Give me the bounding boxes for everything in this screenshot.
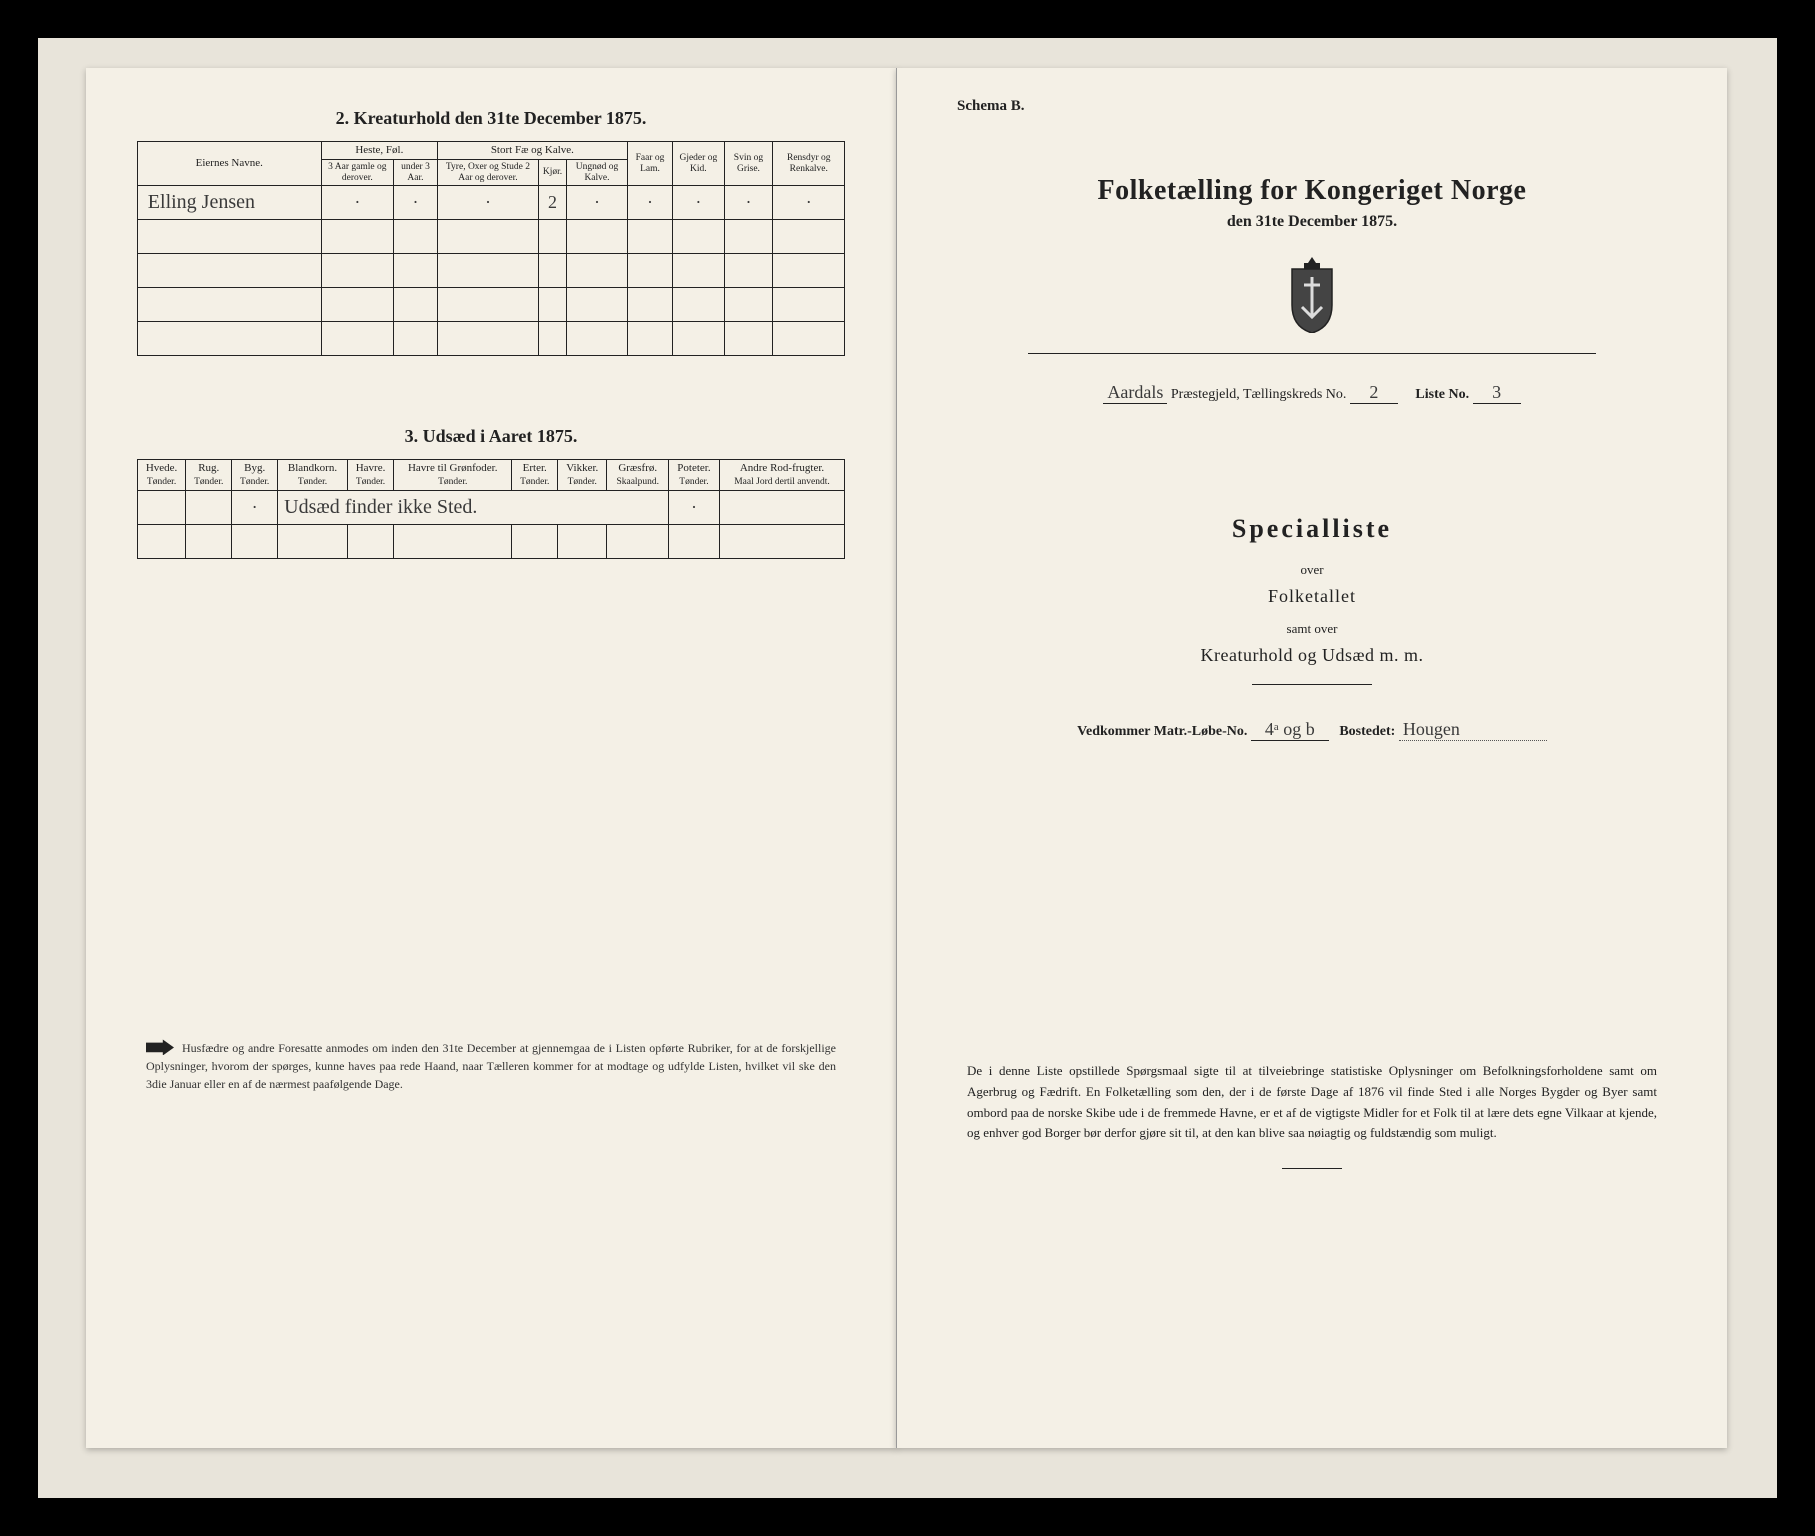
table-row: [137, 254, 844, 288]
cell: ·: [724, 186, 773, 220]
right-page: Schema B. Folketælling for Kongeriget No…: [896, 68, 1727, 1448]
divider: [1028, 353, 1596, 354]
cell: ·: [627, 186, 672, 220]
col-sf-a: Tyre, Oxer og Stude 2 Aar og derover.: [437, 160, 538, 186]
col: Blandkorn.Tønder.: [278, 460, 348, 491]
col-gjeder: Gjeder og Kid.: [673, 142, 724, 186]
col: Havre til Grønfoder.Tønder.: [394, 460, 512, 491]
cell: ·: [773, 186, 845, 220]
col: Erter.Tønder.: [512, 460, 558, 491]
col: Byg.Tønder.: [232, 460, 278, 491]
kreds-no: 2: [1350, 382, 1398, 404]
table-kreaturhold: Eiernes Navne. Heste, Føl. Stort Fæ og K…: [137, 141, 845, 356]
col: Græsfrø.Skaalpund.: [607, 460, 669, 491]
table-udsaed: Hvede.Tønder. Rug.Tønder. Byg.Tønder. Bl…: [137, 459, 845, 559]
vedkommer-line: Vedkommer Matr.-Løbe-No. 4ᵃ og b Bostede…: [957, 719, 1667, 741]
udsaed-note: Udsæd finder ikke Sted.: [278, 491, 669, 525]
col-faar: Faar og Lam.: [627, 142, 672, 186]
col-owners: Eiernes Navne.: [137, 142, 321, 186]
cell: ·: [321, 186, 393, 220]
pointer-icon: [146, 1039, 174, 1055]
left-footnote: Husfædre og andre Foresatte anmodes om i…: [146, 1039, 836, 1093]
section-2-title: 2. Kreaturhold den 31te December 1875.: [106, 108, 876, 129]
table-row: [137, 288, 844, 322]
section-3-title: 3. Udsæd i Aaret 1875.: [106, 426, 876, 447]
samt-over-label: samt over: [957, 621, 1667, 637]
table-row: · Udsæd finder ikke Sted. ·: [137, 491, 844, 525]
specialliste-title: Specialliste: [957, 514, 1667, 544]
col: Poteter.Tønder.: [669, 460, 720, 491]
cell: ·: [393, 186, 437, 220]
coat-of-arms-icon: [1282, 257, 1342, 333]
table-row: [137, 220, 844, 254]
liste-no: 3: [1473, 382, 1521, 404]
over-label: over: [957, 562, 1667, 578]
table-row: Elling Jensen · · · 2 · · · · ·: [137, 186, 844, 220]
col: Andre Rod-frugter.Maal Jord dertil anven…: [719, 460, 844, 491]
cell: ·: [673, 186, 724, 220]
col-heste-a: 3 Aar gamle og derover.: [321, 160, 393, 186]
colgroup-stortfae: Stort Fæ og Kalve.: [437, 142, 627, 160]
col: Vikker.Tønder.: [558, 460, 607, 491]
kreatur-label: Kreaturhold og Udsæd m. m.: [957, 645, 1667, 666]
col: Havre.Tønder.: [347, 460, 393, 491]
bostedet-name: Hougen: [1399, 719, 1547, 741]
table-row: [137, 322, 844, 356]
divider: [1282, 1168, 1342, 1169]
table-header-row: Hvede.Tønder. Rug.Tønder. Byg.Tønder. Bl…: [137, 460, 844, 491]
col-sf-c: Ungnød og Kalve.: [567, 160, 628, 186]
cell: ·: [437, 186, 538, 220]
colgroup-heste: Heste, Føl.: [321, 142, 437, 160]
schema-label: Schema B.: [957, 98, 1667, 115]
col-sf-b: Kjør.: [538, 160, 566, 186]
col-heste-b: under 3 Aar.: [393, 160, 437, 186]
right-footnote: De i denne Liste opstillede Spørgsmaal s…: [967, 1061, 1657, 1144]
census-title: Folketælling for Kongeriget Norge: [957, 175, 1667, 207]
owner-name: Elling Jensen: [137, 186, 321, 220]
table-row: [137, 525, 844, 559]
scan-background: 2. Kreaturhold den 31te December 1875. E…: [38, 38, 1777, 1498]
col: Rug.Tønder.: [186, 460, 232, 491]
matr-no: 4ᵃ og b: [1251, 719, 1329, 741]
folketallet-label: Folketallet: [957, 586, 1667, 607]
col-svin: Svin og Grise.: [724, 142, 773, 186]
col: Hvede.Tønder.: [137, 460, 186, 491]
col-rensdyr: Rensdyr og Renkalve.: [773, 142, 845, 186]
cell: ·: [567, 186, 628, 220]
cell: 2: [538, 186, 566, 220]
meta-line: Aardals Præstegjeld, Tællingskreds No. 2…: [957, 382, 1667, 404]
divider: [1252, 684, 1372, 685]
praestegjeld-name: Aardals: [1103, 382, 1167, 404]
left-page: 2. Kreaturhold den 31te December 1875. E…: [86, 68, 897, 1448]
census-subtitle: den 31te December 1875.: [957, 213, 1667, 231]
